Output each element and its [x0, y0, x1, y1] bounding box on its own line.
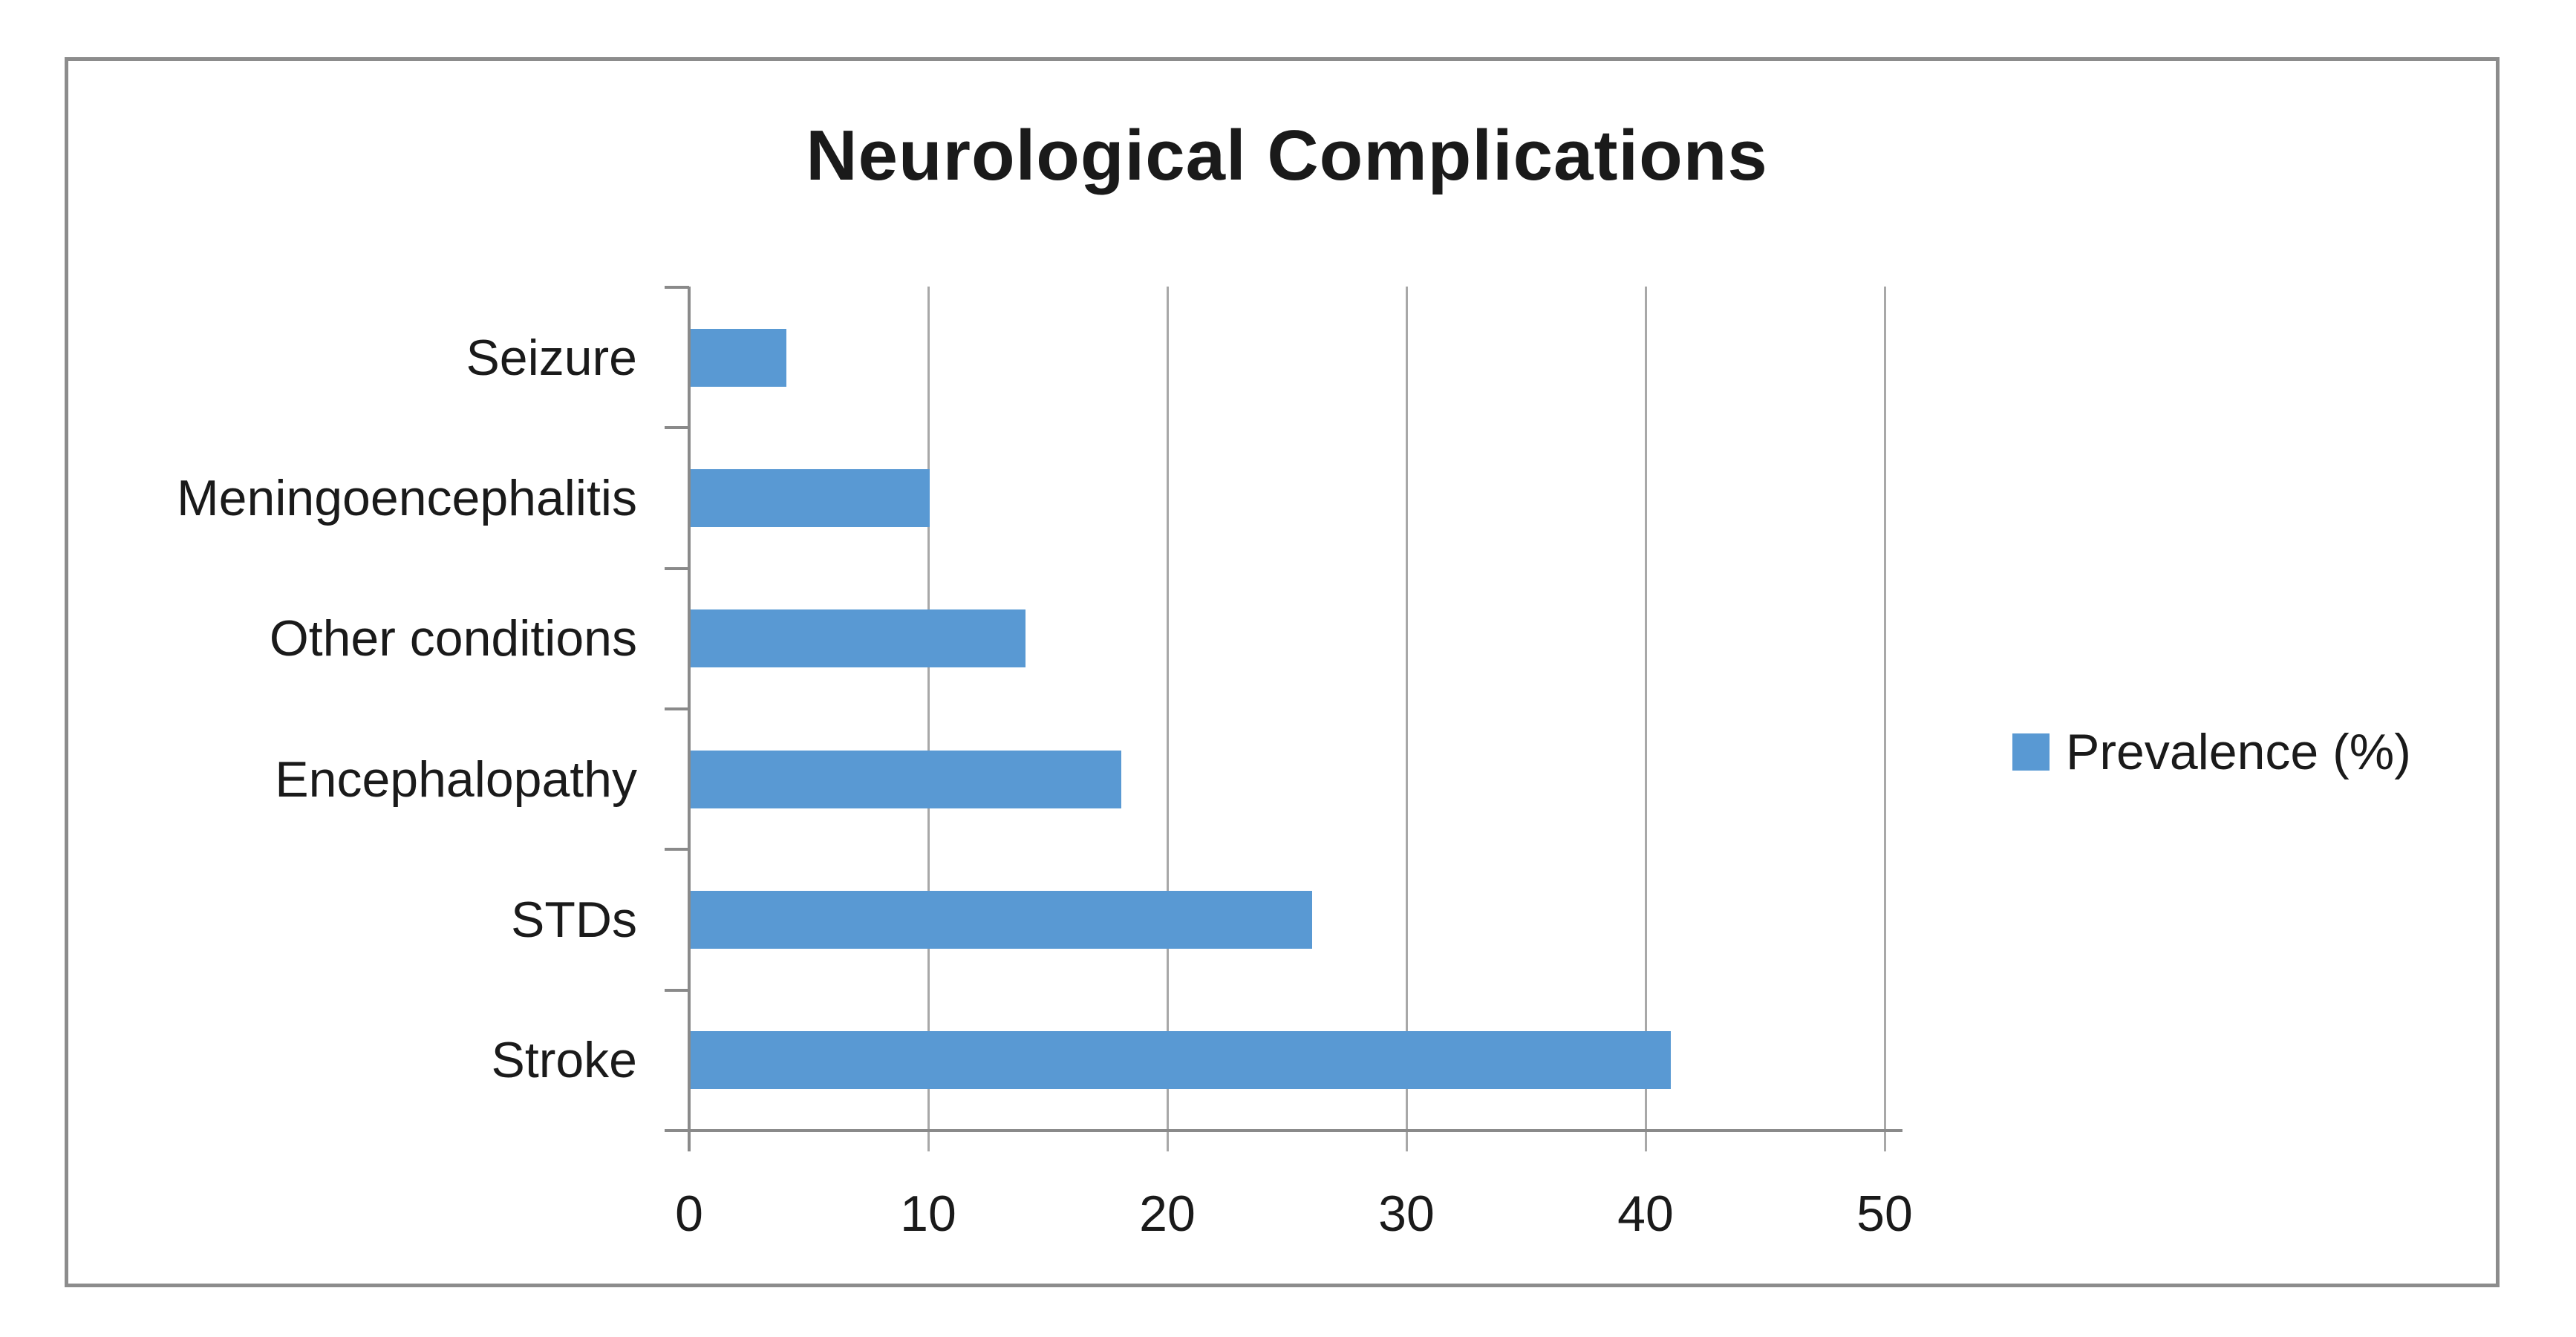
category-axis-line [688, 287, 691, 1151]
category-tick [665, 988, 689, 992]
value-axis-line [688, 1129, 1902, 1132]
category-tick [665, 286, 689, 289]
category-label: STDs [511, 892, 637, 948]
category-tick [665, 426, 689, 430]
x-tick-label-30: 30 [1378, 1186, 1435, 1242]
legend-label: Prevalence (%) [2066, 724, 2411, 780]
x-tick-label-40: 40 [1617, 1186, 1674, 1242]
bar-stds [691, 891, 1312, 949]
category-label: Other conditions [269, 610, 637, 667]
chart-title: Neurological Complications [806, 116, 1768, 195]
bar-encephalopathy [691, 750, 1121, 808]
chart-border [65, 57, 2500, 1287]
category-tick [665, 566, 689, 570]
legend-swatch-icon [2012, 733, 2050, 771]
category-tick [665, 848, 689, 851]
x-tick-label-20: 20 [1139, 1186, 1196, 1242]
gridline-40 [1644, 287, 1647, 1151]
category-label: Stroke [491, 1032, 637, 1089]
category-tick [665, 707, 689, 710]
gridline-20 [1166, 287, 1169, 1151]
category-label: Seizure [466, 329, 637, 386]
bar-other-conditions [691, 609, 1025, 668]
gridline-30 [1405, 287, 1408, 1151]
bar-meningoencephalitis [691, 469, 930, 527]
category-label: Encephalopathy [275, 751, 637, 808]
legend: Prevalence (%) [2012, 724, 2411, 780]
category-label: Meningoencephalitis [177, 470, 637, 526]
x-tick-label-0: 0 [675, 1186, 703, 1242]
x-tick-label-10: 10 [900, 1186, 956, 1242]
gridline-50 [1883, 287, 1886, 1151]
gridline-10 [927, 287, 930, 1151]
bar-seizure [691, 328, 786, 387]
category-tick [665, 1129, 689, 1132]
bar-stroke [691, 1031, 1671, 1090]
x-tick-label-50: 50 [1856, 1186, 1913, 1242]
